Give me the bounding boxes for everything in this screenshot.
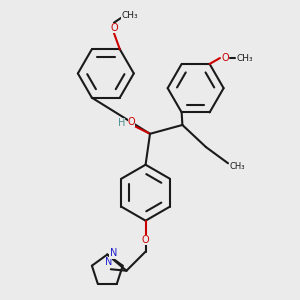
Text: O: O <box>110 23 118 33</box>
Text: N: N <box>105 257 112 267</box>
Text: N: N <box>110 248 118 258</box>
Text: H: H <box>118 118 125 128</box>
Text: O: O <box>128 117 135 127</box>
Text: CH₃: CH₃ <box>121 11 138 20</box>
Text: CH₃: CH₃ <box>236 54 253 63</box>
Text: N: N <box>110 248 118 258</box>
Text: O: O <box>221 53 229 63</box>
Text: CH₃: CH₃ <box>229 162 244 171</box>
Text: O: O <box>142 235 149 245</box>
